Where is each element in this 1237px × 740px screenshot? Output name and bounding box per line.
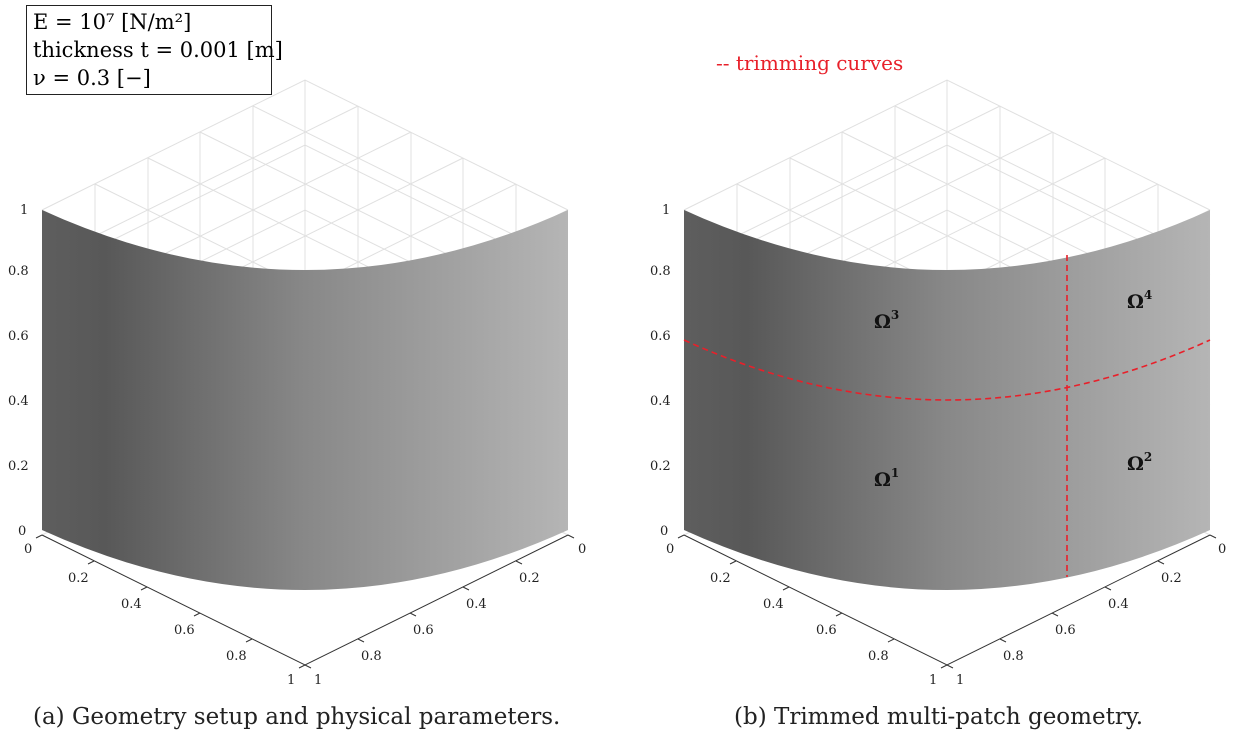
patch-label-omega-2: Ω2: [1127, 450, 1152, 475]
legend-trimming-curves: -- trimming curves: [716, 51, 903, 75]
cylinder-surface: [42, 210, 568, 590]
panel-a-z-ticks: 0 0.2 0.4 0.6 0.8 1: [8, 203, 29, 539]
param-youngs-modulus: E = 10⁷ [N/m²]: [33, 10, 192, 34]
y-tick: 0: [578, 542, 586, 557]
z-tick: 1: [662, 203, 670, 218]
x-tick: 0: [24, 542, 32, 557]
y-tick: 0.6: [1055, 623, 1076, 638]
patch-label-omega-4: Ω4: [1127, 288, 1152, 313]
z-tick: 0.6: [8, 329, 29, 344]
z-tick: 1: [20, 203, 28, 218]
x-tick: 1: [929, 673, 937, 688]
panel-b: Ω3 Ω4 Ω1 Ω2 -- trimming curves 0 0.2 0.4…: [650, 51, 1226, 730]
y-tick: 1: [956, 673, 964, 688]
panel-b-x-ticks: 0 0.2 0.4 0.6 0.8 1: [666, 542, 937, 688]
x-tick: 0.8: [226, 649, 247, 664]
caption-b: (b) Trimmed multi-patch geometry.: [734, 704, 1143, 730]
panel-b-y-ticks: 0 0.2 0.4 0.6 0.8 1: [956, 542, 1226, 688]
patch-label-omega-3: Ω3: [874, 308, 899, 333]
x-tick: 0.2: [710, 571, 731, 586]
y-tick: 0.6: [413, 623, 434, 638]
z-tick: 0.2: [650, 459, 671, 474]
x-tick: 0.2: [68, 571, 89, 586]
x-tick: 0.4: [121, 597, 142, 612]
y-tick: 1: [314, 673, 322, 688]
x-tick: 0.4: [763, 597, 784, 612]
param-poisson-ratio: ν = 0.3 [−]: [33, 66, 151, 90]
z-tick: 0: [18, 524, 26, 539]
z-tick: 0.2: [8, 459, 29, 474]
z-tick: 0.6: [650, 329, 671, 344]
y-tick: 0.2: [1161, 571, 1182, 586]
parameter-box: E = 10⁷ [N/m²] thickness t = 0.001 [m] ν…: [26, 5, 283, 95]
y-tick: 0.4: [1108, 597, 1129, 612]
x-tick: 0.8: [868, 649, 889, 664]
panel-a-axes: [35, 534, 575, 669]
y-tick: 0.8: [1003, 649, 1024, 664]
x-tick: 0.6: [174, 623, 195, 638]
panel-a-x-ticks: 0 0.2 0.4 0.6 0.8 1: [24, 542, 295, 688]
param-thickness: thickness t = 0.001 [m]: [33, 38, 283, 62]
z-tick: 0: [660, 524, 668, 539]
y-tick: 0.2: [519, 571, 540, 586]
patch-label-omega-1: Ω1: [874, 466, 899, 491]
trimming-curve-horizontal: [683, 339, 1211, 401]
x-tick: 0: [666, 542, 674, 557]
x-tick: 1: [287, 673, 295, 688]
z-tick: 0.8: [650, 264, 671, 279]
panel-b-axes: [677, 534, 1217, 669]
x-tick: 0.6: [816, 623, 837, 638]
panel-a-y-ticks: 0 0.2 0.4 0.6 0.8 1: [314, 542, 586, 688]
panel-a: 0 0.2 0.4 0.6 0.8 1 0 0.2 0.4 0.6 0.8 1 …: [8, 79, 586, 730]
y-tick: 0: [1218, 542, 1226, 557]
caption-a: (a) Geometry setup and physical paramete…: [33, 704, 560, 730]
y-tick: 0.8: [361, 649, 382, 664]
z-tick: 0.8: [8, 264, 29, 279]
panel-b-z-ticks: 0 0.2 0.4 0.6 0.8 1: [650, 203, 671, 539]
z-tick: 0.4: [650, 394, 671, 409]
y-tick: 0.4: [466, 597, 487, 612]
z-tick: 0.4: [8, 394, 29, 409]
